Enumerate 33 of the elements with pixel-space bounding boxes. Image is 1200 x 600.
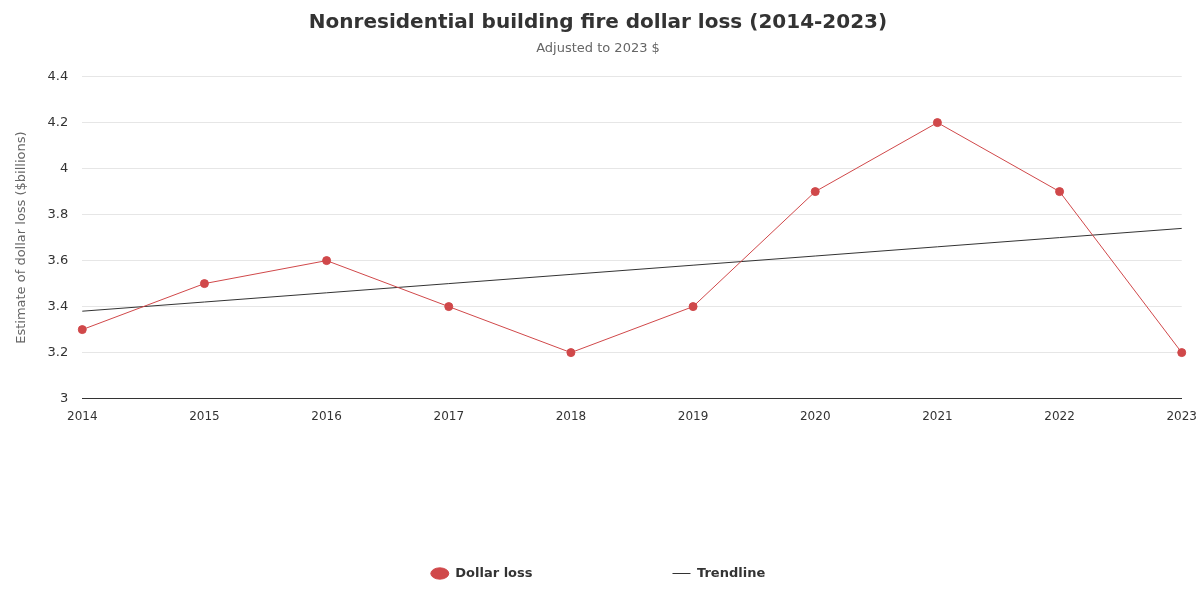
y-axis-title: Estimate of dollar loss ($billions) xyxy=(13,131,29,344)
y-tick-label: 3.8 xyxy=(47,205,69,221)
y-tick-label: 4 xyxy=(59,159,69,175)
point xyxy=(688,302,698,312)
x-tick-label: 2020 xyxy=(799,408,831,423)
point xyxy=(566,348,576,358)
legend-label: Dollar loss xyxy=(455,564,533,580)
x-tick-label: 2023 xyxy=(1166,408,1197,423)
chart-subtitle: Adjusted to 2023 $ xyxy=(536,40,660,56)
x-tick-label: 2019 xyxy=(677,408,709,423)
x-tick-label: 2018 xyxy=(555,408,587,423)
point xyxy=(77,325,87,335)
point xyxy=(1177,348,1187,358)
legend-label: Trendline xyxy=(697,564,766,580)
point xyxy=(322,256,332,266)
y-tick-label: 4.2 xyxy=(47,113,69,129)
y-tick-label: 3.4 xyxy=(47,297,69,313)
y-tick-label: 4.4 xyxy=(47,67,69,83)
point xyxy=(199,279,209,289)
point xyxy=(932,118,942,128)
chart-title: Nonresidential building fire dollar loss (2014-2023) xyxy=(308,9,888,34)
point xyxy=(1055,187,1065,197)
y-tick-label: 3.2 xyxy=(47,343,69,359)
y-tick-label: 3.6 xyxy=(47,251,69,267)
point xyxy=(810,187,820,197)
point xyxy=(444,302,454,312)
x-tick-label: 2017 xyxy=(433,408,465,423)
x-tick-label: 2014 xyxy=(67,408,98,423)
x-tick-label: 2015 xyxy=(189,408,220,423)
x-tick-label: 2022 xyxy=(1044,408,1075,423)
x-tick-label: 2021 xyxy=(922,408,953,423)
y-tick-label: 3 xyxy=(59,389,69,405)
x-tick-label: 2016 xyxy=(311,408,342,423)
